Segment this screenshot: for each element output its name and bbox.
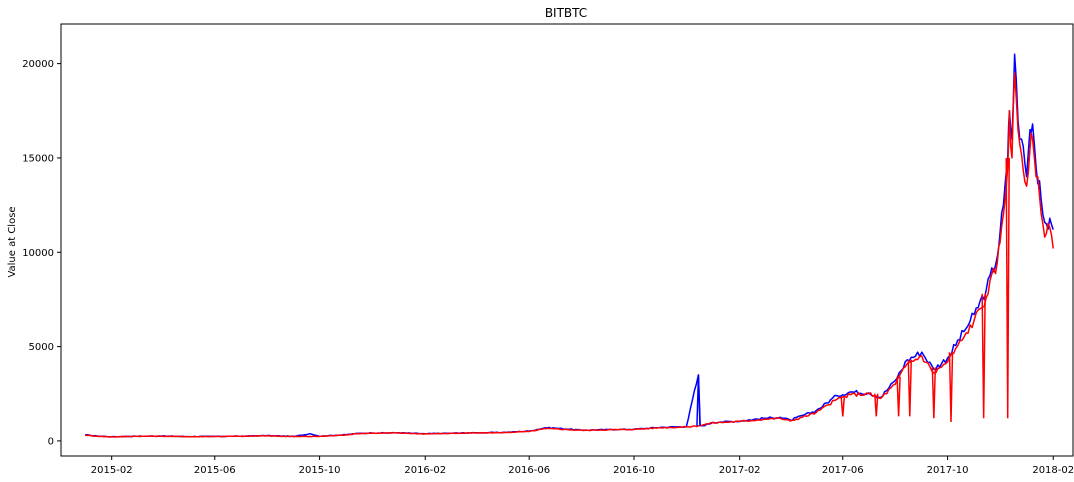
y-axis-label: Value at Close bbox=[7, 206, 18, 277]
spike-mark bbox=[896, 376, 901, 417]
series-line-blue bbox=[85, 53, 1054, 438]
spike-mark bbox=[840, 397, 846, 417]
spike-mark bbox=[1005, 157, 1010, 419]
y-tick-label: 15000 bbox=[22, 153, 54, 164]
plot-frame bbox=[60, 23, 1074, 457]
x-tick-label: 2017-06 bbox=[822, 465, 864, 476]
x-tick-label: 2016-02 bbox=[404, 465, 446, 476]
spike-mark bbox=[696, 374, 701, 426]
spike-mark bbox=[931, 367, 937, 419]
spike-mark bbox=[907, 359, 913, 417]
x-tick-label: 2015-02 bbox=[91, 465, 133, 476]
spike-mark bbox=[948, 352, 954, 423]
y-tick-label: 0 bbox=[48, 436, 54, 447]
x-tick-label: 2016-06 bbox=[508, 465, 550, 476]
series-layer bbox=[84, 53, 1054, 438]
x-tick-label: 2015-06 bbox=[194, 465, 236, 476]
spike-mark bbox=[874, 393, 879, 417]
y-tick-label: 10000 bbox=[22, 248, 54, 259]
y-tick-label: 20000 bbox=[22, 59, 54, 70]
chart-title: BITBTC bbox=[545, 6, 587, 20]
x-tick-label: 2018-02 bbox=[1032, 465, 1074, 476]
series-line-red bbox=[84, 72, 1054, 438]
plot-area bbox=[84, 53, 1054, 438]
spike-layer bbox=[696, 157, 1010, 426]
x-tick-label: 2017-02 bbox=[719, 465, 761, 476]
x-tick-label: 2017-10 bbox=[927, 465, 969, 476]
x-tick-label: 2016-10 bbox=[613, 465, 655, 476]
y-axis: 0 5000 10000 15000 20000 bbox=[22, 59, 61, 447]
y-tick-label: 5000 bbox=[29, 342, 54, 353]
x-axis: 2015-02 2015-06 2015-10 2016-02 2016-06 2016-… bbox=[91, 456, 1074, 476]
x-tick-label: 2015-10 bbox=[299, 465, 341, 476]
spike-mark bbox=[981, 293, 986, 419]
